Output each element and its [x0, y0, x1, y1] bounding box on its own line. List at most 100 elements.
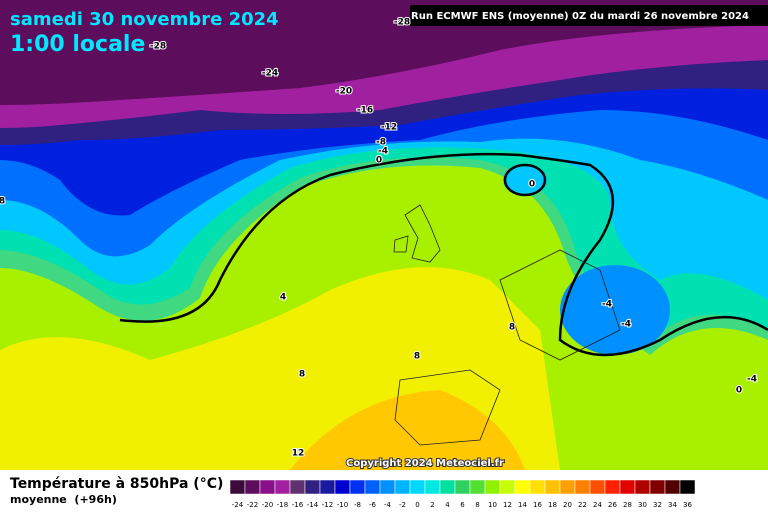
contour-label: -28 — [150, 42, 166, 52]
scale-swatch — [604, 479, 621, 495]
scale-swatch — [319, 479, 336, 495]
scale-label: -4 — [384, 501, 392, 509]
scale-swatch — [304, 479, 321, 495]
scale-swatch — [334, 479, 351, 495]
scale-label: -6 — [369, 501, 377, 509]
run-box — [410, 5, 768, 26]
scale-label: 22 — [578, 501, 587, 509]
warm-area — [290, 390, 525, 470]
scale-label: 20 — [563, 501, 572, 509]
scale-label: 26 — [608, 501, 617, 509]
contour-label: 0 — [376, 156, 382, 166]
scale-label: 34 — [668, 501, 677, 509]
contour-label: 12 — [292, 449, 305, 459]
contour-label: 0 — [529, 180, 535, 190]
scale-label: 6 — [460, 501, 465, 509]
scale-swatch — [424, 479, 441, 495]
scale-label: 12 — [503, 501, 512, 509]
scale-label: 32 — [653, 501, 662, 509]
scale-swatch — [274, 479, 291, 495]
scale-label: 16 — [533, 501, 542, 509]
contour-label: 8 — [509, 323, 515, 333]
scale-swatch — [409, 479, 426, 495]
scale-swatch — [364, 479, 381, 495]
scale-swatch — [469, 479, 486, 495]
scale-label: -10 — [337, 501, 348, 509]
scale-swatch — [589, 479, 606, 495]
scale-swatch — [544, 479, 561, 495]
contour-label: 8 — [0, 197, 5, 207]
cold-band — [0, 0, 768, 105]
scale-swatch — [574, 479, 591, 495]
zero-isotherm — [119, 152, 768, 357]
scale-label: -2 — [399, 501, 406, 509]
coastline — [393, 204, 621, 446]
scale-label: 14 — [518, 501, 527, 509]
scale-swatch — [634, 479, 651, 495]
scale-swatch — [259, 479, 276, 495]
scale-label: -14 — [307, 501, 319, 509]
scale-label: 4 — [445, 501, 450, 509]
scale-label: -22 — [247, 501, 258, 509]
scale-label: 30 — [638, 501, 647, 509]
map — [0, 0, 768, 470]
scale-label: 8 — [475, 501, 479, 509]
legend-note: moyenne (+96h) — [10, 493, 117, 506]
scale-label: 28 — [623, 501, 632, 509]
contour-label: 4 — [280, 293, 286, 303]
scale-label: 36 — [683, 501, 692, 509]
contour-label: -4 — [747, 375, 757, 385]
contour-label: -8 — [376, 138, 386, 148]
scale-label: 0 — [415, 501, 419, 509]
contour-label: -20 — [336, 87, 352, 97]
scale-label: -24 — [232, 501, 244, 509]
contour-label: 8 — [414, 352, 420, 362]
scale-swatch — [559, 479, 576, 495]
scale-swatch — [439, 479, 456, 495]
legend-title: Température à 850hPa (°C) — [10, 476, 223, 492]
scale-swatch — [394, 479, 411, 495]
contour-label: -16 — [357, 106, 373, 116]
scale-swatch — [499, 479, 516, 495]
scale-label: 18 — [548, 501, 557, 509]
scale-label: 10 — [488, 501, 497, 509]
contour-label: -24 — [262, 69, 278, 79]
map-subtitle: 1:00 locale — [10, 32, 145, 57]
scale-swatch — [619, 479, 636, 495]
scale-swatch — [349, 479, 366, 495]
contour-label: 0 — [736, 386, 742, 396]
scale-swatch — [529, 479, 546, 495]
map-title: samedi 30 novembre 2024 — [10, 9, 279, 30]
scale-swatch — [484, 479, 501, 495]
contour-label: -12 — [381, 123, 397, 133]
cold-pool — [503, 164, 547, 196]
scale-label: -12 — [322, 501, 333, 509]
scale-swatch — [244, 479, 261, 495]
scale-swatch — [679, 479, 696, 495]
scale-swatch — [229, 479, 246, 495]
contour-label: -28 — [394, 18, 410, 28]
run-info: Run ECMWF ENS (moyenne) 0Z du mardi 26 n… — [411, 11, 749, 22]
scale-label: -18 — [277, 501, 288, 509]
scale-label: -20 — [262, 501, 273, 509]
scale-label: -16 — [292, 501, 304, 509]
color-scale: -24 -22 -20 -18 -16 -14 -12 -10 -8 -6 -4 -2 0 2 4 6 8 10 1… — [229, 479, 696, 509]
scale-label: 2 — [430, 501, 434, 509]
scale-label: -8 — [354, 501, 361, 509]
contour-label: -4 — [621, 320, 631, 330]
contour-label: -4 — [378, 147, 388, 157]
scale-swatch — [289, 479, 306, 495]
scale-swatch — [649, 479, 666, 495]
contour-label: -4 — [602, 300, 612, 310]
scale-swatch — [454, 479, 471, 495]
scale-swatch — [514, 479, 531, 495]
scale-label: 24 — [593, 501, 602, 509]
cold-pool — [560, 265, 670, 355]
scale-swatch — [379, 479, 396, 495]
scale-swatch — [664, 479, 681, 495]
zero-isotherm — [503, 163, 547, 197]
copyright: Copyright 2024 Meteociel.fr — [346, 458, 504, 469]
contour-label: 8 — [299, 370, 305, 380]
